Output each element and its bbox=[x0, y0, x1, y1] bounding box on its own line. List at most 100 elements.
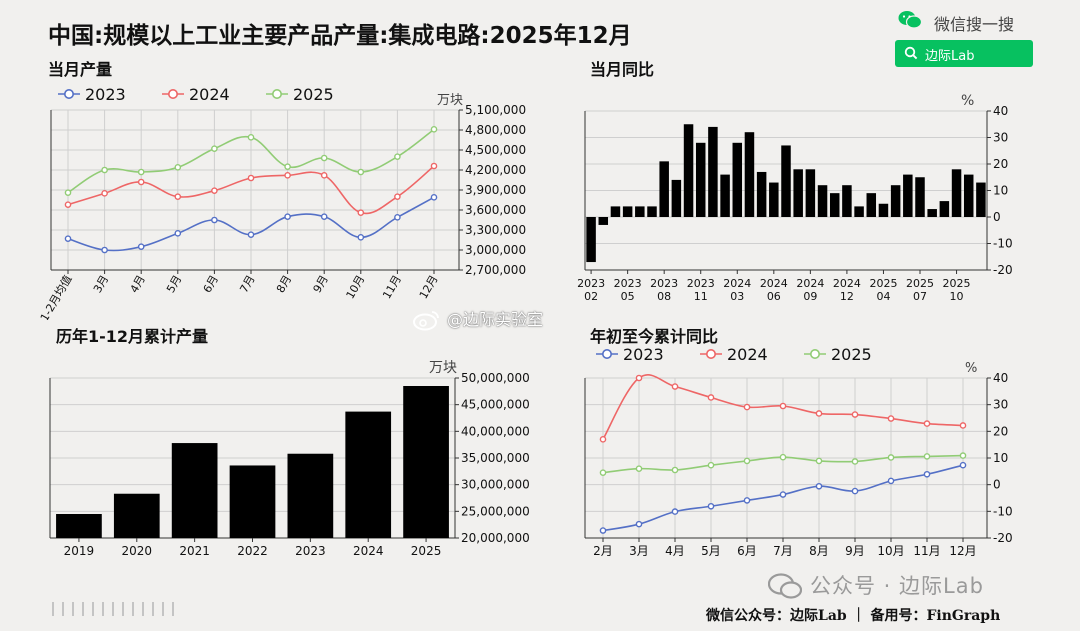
monthly-ytick-label: 3,300,000 bbox=[465, 223, 526, 237]
annual-ytick-label: 40,000,000 bbox=[461, 424, 530, 438]
search-button[interactable]: 边际Lab bbox=[895, 40, 1033, 67]
cumyoy-legend-label-2024: 2024 bbox=[727, 345, 768, 364]
cumyoy-chart-title: 年初至今累计同比 bbox=[590, 327, 719, 346]
yoy-xtick-label: 08 bbox=[657, 290, 671, 303]
monthly-xtick-label: 9月 bbox=[311, 273, 331, 295]
monthly-xtick-label: 7月 bbox=[237, 273, 257, 295]
monthly-point-2024 bbox=[174, 193, 182, 200]
yoy-xtick-label: 07 bbox=[913, 290, 927, 303]
cumyoy-ytick-label: 20 bbox=[993, 424, 1008, 438]
cumyoy-ytick-label: -10 bbox=[993, 504, 1013, 518]
annual-chart-title: 历年1-12月累计产量 bbox=[56, 327, 209, 346]
footer-divider bbox=[52, 602, 178, 616]
cumyoy-point-2024 bbox=[671, 383, 679, 390]
cumyoy-ytick-label: 10 bbox=[993, 451, 1008, 465]
yoy-unit-label: % bbox=[961, 93, 974, 109]
yoy-xtick-label: 2024 bbox=[723, 277, 751, 290]
yoy-bar bbox=[708, 126, 718, 217]
monthly-xtick-label: 8月 bbox=[274, 273, 294, 295]
monthly-point-2024 bbox=[284, 172, 291, 179]
monthly-ytick-label: 4,500,000 bbox=[465, 143, 526, 157]
cumyoy-point-2023 bbox=[635, 520, 643, 528]
monthly-ytick-label: 4,200,000 bbox=[465, 163, 526, 177]
monthly-point-2023 bbox=[247, 231, 255, 238]
yoy-ytick-label: -20 bbox=[993, 263, 1013, 277]
yoy-bar bbox=[878, 203, 889, 217]
monthly-point-2023 bbox=[64, 235, 72, 242]
monthly-xtick-label: 6月 bbox=[201, 273, 221, 295]
yoy-ytick-label: 30 bbox=[993, 131, 1008, 145]
yoy-bar bbox=[890, 185, 901, 217]
yoy-xtick-label: 11 bbox=[694, 290, 708, 303]
cumyoy-legend-marker-2023 bbox=[601, 349, 612, 359]
cumyoy-xtick-label: 12月 bbox=[949, 544, 976, 558]
monthly-point-2023 bbox=[137, 243, 145, 250]
yoy-bar bbox=[610, 206, 621, 217]
monthly-point-2025 bbox=[174, 164, 182, 171]
yoy-bar bbox=[866, 193, 877, 217]
monthly-point-2023 bbox=[394, 214, 401, 221]
search-icon bbox=[904, 46, 918, 60]
monthly-point-2023 bbox=[320, 213, 328, 220]
wechat-icon bbox=[898, 11, 922, 29]
monthly-point-2025 bbox=[284, 163, 291, 170]
wechat-watermark-icon bbox=[768, 573, 802, 599]
cumyoy-point-2023 bbox=[599, 527, 607, 534]
monthly-point-2023 bbox=[101, 246, 108, 254]
cumyoy-point-2024 bbox=[599, 436, 607, 443]
cumyoy-legend-label-2025: 2025 bbox=[831, 345, 872, 364]
monthly-legend-label-2023: 2023 bbox=[85, 85, 126, 104]
annual-ytick-label: 50,000,000 bbox=[461, 371, 530, 385]
monthly-point-2024 bbox=[430, 162, 438, 170]
yoy-xtick-label: 2023 bbox=[577, 277, 605, 290]
monthly-xtick-label: 1-2月均值 bbox=[38, 273, 75, 320]
yoy-bar bbox=[732, 142, 743, 217]
monthly-point-2023 bbox=[357, 234, 365, 241]
cumyoy-point-2023 bbox=[887, 477, 895, 485]
yoy-xtick-label: 03 bbox=[730, 290, 744, 303]
yoy-bar bbox=[903, 174, 913, 217]
yoy-bar bbox=[744, 132, 755, 217]
cumyoy-point-2025 bbox=[599, 469, 607, 476]
yoy-xtick-label: 09 bbox=[803, 290, 817, 303]
monthly-legend-marker-2025 bbox=[271, 89, 282, 99]
yoy-xtick-label: 2025 bbox=[906, 277, 934, 290]
cumyoy-xtick-label: 10月 bbox=[877, 544, 904, 558]
yoy-bar bbox=[842, 185, 852, 217]
monthly-output-chart: 2,700,000 3,000,000 3,300,000 3,600,000 3,90… bbox=[38, 85, 526, 320]
yoy-bar bbox=[659, 161, 669, 217]
weibo-icon bbox=[413, 311, 439, 331]
annual-xtick-label: 2021 bbox=[179, 544, 210, 558]
monthly-point-2025 bbox=[64, 189, 72, 196]
monthly-chart-title: 当月产量 bbox=[48, 60, 113, 79]
annual-bar bbox=[403, 386, 449, 538]
cumyoy-point-2025 bbox=[743, 457, 751, 465]
cumyoy-ytick-label: 40 bbox=[993, 371, 1008, 385]
yoy-xtick-label: 12 bbox=[840, 290, 854, 303]
annual-xtick-label: 2024 bbox=[353, 544, 384, 558]
monthly-point-2024 bbox=[64, 201, 72, 208]
cumyoy-xtick-label: 5月 bbox=[701, 544, 721, 558]
monthly-xtick-label: 10月 bbox=[344, 273, 368, 301]
yoy-xtick-label: 2024 bbox=[833, 277, 861, 290]
cumyoy-xtick-label: 9月 bbox=[845, 544, 865, 558]
monthly-point-2025 bbox=[101, 166, 108, 174]
yoy-xtick-label: 02 bbox=[584, 290, 598, 303]
monthly-point-2024 bbox=[357, 209, 365, 216]
monthly-point-2025 bbox=[357, 168, 365, 176]
monthly-ytick-label: 3,600,000 bbox=[465, 203, 526, 217]
yoy-bar bbox=[976, 182, 986, 217]
cumyoy-point-2024 bbox=[887, 415, 895, 422]
cumyoy-point-2023 bbox=[851, 487, 859, 495]
yoy-xtick-label: 05 bbox=[621, 290, 635, 303]
annual-bar bbox=[171, 443, 218, 538]
cumyoy-xtick-label: 4月 bbox=[665, 544, 685, 558]
yoy-bar bbox=[647, 206, 657, 217]
annual-bar bbox=[229, 465, 276, 538]
annual-xtick-label: 2020 bbox=[122, 544, 153, 558]
yoy-xtick-label: 2023 bbox=[687, 277, 715, 290]
monthly-point-2025 bbox=[137, 168, 145, 176]
yoy-bar bbox=[793, 169, 803, 217]
cumyoy-legend-marker-2025 bbox=[810, 349, 821, 359]
annual-bar bbox=[56, 514, 102, 538]
